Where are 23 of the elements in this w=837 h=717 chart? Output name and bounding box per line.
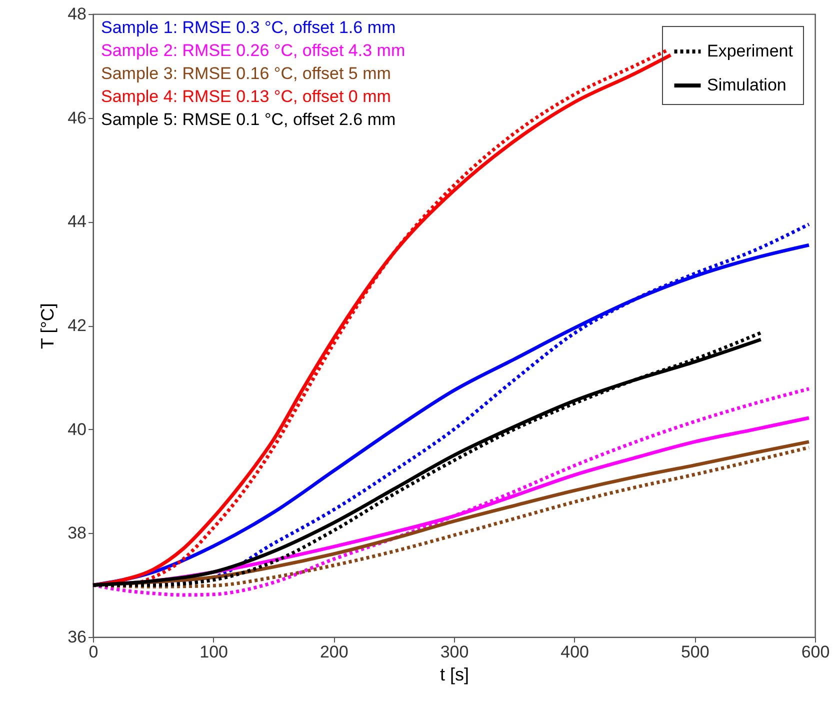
x-tick-label: 400 bbox=[560, 642, 590, 662]
y-tick-label: 38 bbox=[68, 524, 86, 543]
x-tick-label: 600 bbox=[801, 642, 830, 662]
y-tick-label: 48 bbox=[68, 4, 86, 24]
annotation: Sample 5: RMSE 0.1 °C, offset 2.6 mm bbox=[101, 110, 396, 129]
y-tick-label: 36 bbox=[68, 628, 86, 646]
y-tick-label: 42 bbox=[68, 316, 86, 335]
annotation: Sample 1: RMSE 0.3 °C, offset 1.6 mm bbox=[101, 18, 396, 37]
legend-label: Simulation bbox=[707, 76, 786, 94]
x-tick-label: 200 bbox=[320, 642, 348, 662]
annotation: Sample 2: RMSE 0.26 °C, offset 4.3 mm bbox=[101, 41, 406, 60]
x-tick-label: 100 bbox=[200, 642, 228, 662]
x-tick-label: 0 bbox=[88, 642, 98, 662]
x-tick-label: 500 bbox=[680, 642, 710, 662]
y-axis-title: T [°C] bbox=[38, 303, 58, 349]
x-axis-title: t [s] bbox=[440, 664, 470, 684]
annotation: Sample 4: RMSE 0.13 °C, offset 0 mm bbox=[101, 87, 391, 106]
y-tick-label: 40 bbox=[68, 420, 86, 439]
y-tick-label: 44 bbox=[68, 212, 86, 232]
annotation: Sample 3: RMSE 0.16 °C, offset 5 mm bbox=[101, 64, 391, 83]
legend-label: Experiment bbox=[707, 42, 794, 60]
y-tick-label: 46 bbox=[68, 108, 86, 128]
x-tick-label: 300 bbox=[440, 642, 469, 662]
